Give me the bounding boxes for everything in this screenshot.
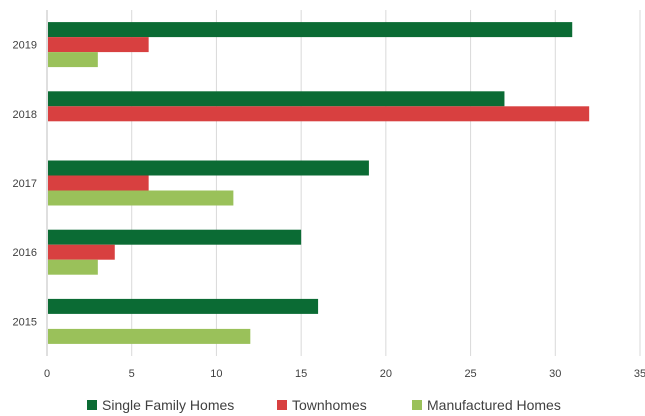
bar-2015-2	[48, 328, 251, 344]
x-tick-labels: 0 5 10 15 20 25 30 35	[44, 368, 645, 380]
legend-label: Townhomes	[292, 397, 367, 413]
legend-label: Manufactured Homes	[427, 397, 561, 413]
x-tick-label: 35	[634, 368, 645, 380]
bar-2019-1	[48, 37, 149, 53]
bar-2018-1	[48, 106, 590, 122]
bars	[48, 22, 590, 344]
bar-2018-0	[48, 91, 505, 107]
y-tick-label: 2019	[13, 40, 37, 52]
legend: Single Family Homes Townhomes Manufactured…	[87, 397, 561, 413]
y-tick-label: 2017	[13, 178, 37, 190]
bar-2019-2	[48, 52, 98, 68]
legend-label: Single Family Homes	[102, 397, 234, 413]
legend-swatch	[277, 400, 287, 410]
y-tick-labels: 2019 2018 2017 2016 2015	[13, 40, 37, 329]
bar-2015-0	[48, 298, 319, 314]
bar-2016-2	[48, 259, 98, 275]
y-tick-label: 2018	[13, 109, 37, 121]
bar-2019-0	[48, 22, 573, 38]
bar-2017-2	[48, 190, 234, 206]
legend-swatch	[412, 400, 422, 410]
x-tick-label: 30	[549, 368, 561, 380]
bar-2017-1	[48, 175, 149, 191]
gridlines	[131, 10, 641, 356]
x-tick-label: 5	[129, 368, 135, 380]
x-tick-label: 10	[210, 368, 222, 380]
x-tick-label: 15	[295, 368, 307, 380]
x-tick-label: 25	[464, 368, 476, 380]
bar-2016-1	[48, 244, 115, 260]
bar-2017-0	[48, 160, 369, 176]
legend-swatch	[87, 400, 97, 410]
y-tick-label: 2016	[13, 247, 37, 259]
bar-2016-0	[48, 229, 302, 245]
y-tick-label: 2015	[13, 316, 37, 328]
x-tick-label: 0	[44, 368, 50, 380]
x-tick-label: 20	[380, 368, 392, 380]
